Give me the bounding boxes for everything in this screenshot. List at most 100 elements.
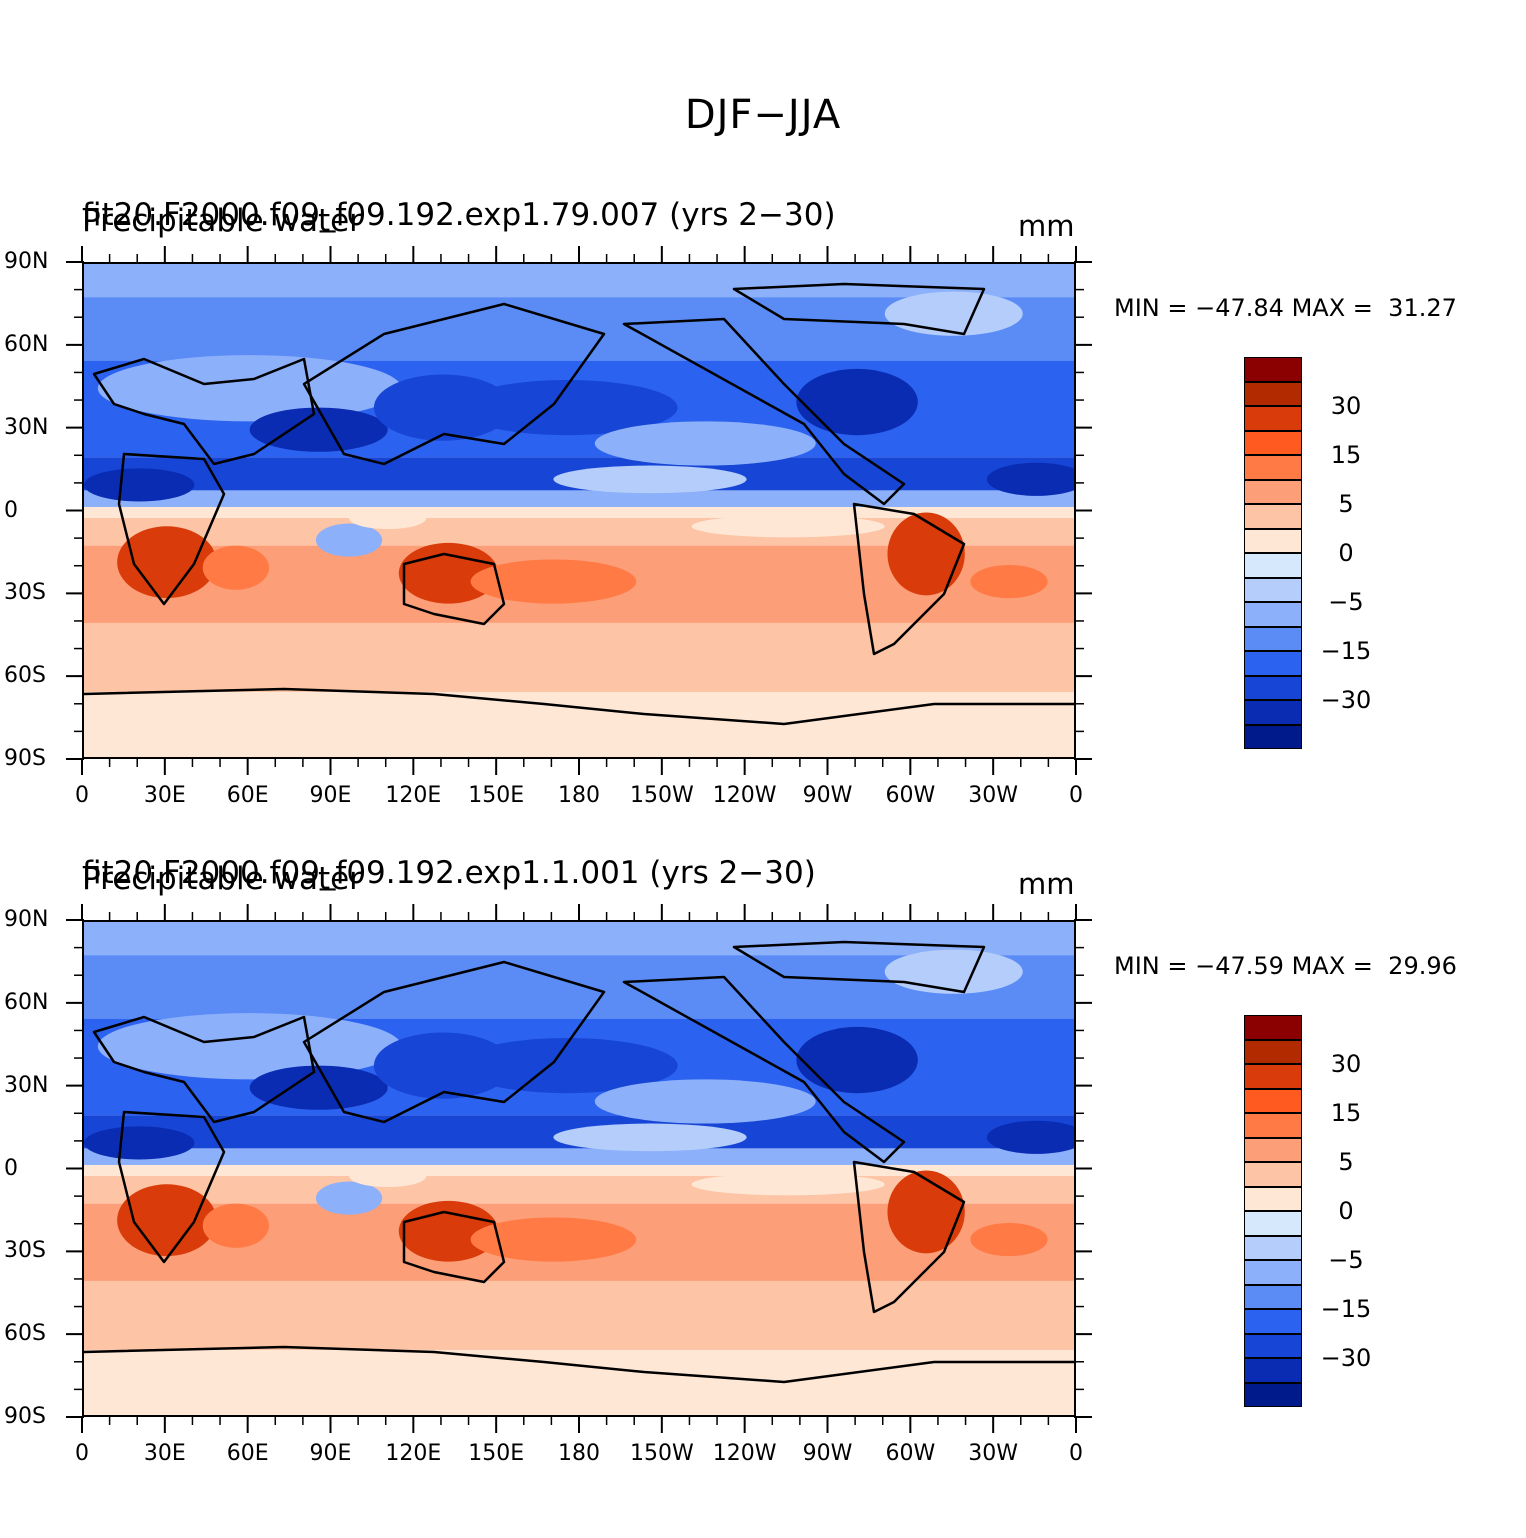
lon-tick-label: 180 xyxy=(558,1441,600,1466)
max-label: MAX = xyxy=(1291,952,1373,980)
field-blob xyxy=(456,379,678,436)
variable-name: Precipitable water xyxy=(82,203,362,239)
max-value: 31.27 xyxy=(1388,294,1457,322)
colorbar-box xyxy=(1244,577,1302,602)
colorbar-box xyxy=(1244,1211,1302,1236)
field-band xyxy=(84,922,1074,956)
field-blob xyxy=(117,1184,217,1257)
colorbar-box xyxy=(1244,1358,1302,1383)
field-blob xyxy=(202,1203,269,1248)
field-blob xyxy=(456,1037,678,1094)
field-blob xyxy=(986,1120,1074,1154)
colorbar-box xyxy=(1244,1088,1302,1113)
lon-tick-label: 120E xyxy=(385,783,442,808)
colorbar-label: 15 xyxy=(1330,441,1362,469)
lat-tick-label: 90N xyxy=(4,907,49,932)
coastline xyxy=(402,1210,506,1284)
field-blob xyxy=(887,512,965,596)
lon-tick-label: 180 xyxy=(558,783,600,808)
lat-tick-label: 0 xyxy=(4,1155,18,1181)
colorbar-label: −30 xyxy=(1320,1344,1372,1372)
colorbar-box xyxy=(1244,1309,1302,1334)
field-blob xyxy=(373,1032,512,1099)
field-blob xyxy=(84,468,195,502)
lat-tick-label: 30S xyxy=(4,580,46,606)
lon-tick-label: 30E xyxy=(143,1441,186,1466)
field-band xyxy=(84,506,1074,519)
lat-tick-label: 30N xyxy=(4,1072,49,1098)
lat-tick-label: 30N xyxy=(4,414,49,440)
field-blob xyxy=(796,1026,918,1094)
contour-map xyxy=(82,262,1076,759)
coastline xyxy=(84,687,1074,726)
field-blob xyxy=(349,1164,427,1188)
lon-tick-label: 60W xyxy=(885,1441,936,1466)
colorbar-label: −30 xyxy=(1320,686,1372,714)
colorbar-label: 30 xyxy=(1330,1050,1362,1078)
colorbar-box xyxy=(1244,675,1302,700)
lat-tick-label: 90S xyxy=(4,1404,46,1429)
min-label: MIN = xyxy=(1114,952,1188,980)
lat-tick-label: 90S xyxy=(4,746,46,771)
field-blob xyxy=(691,515,885,538)
contour-map xyxy=(82,920,1076,1417)
coastline xyxy=(402,552,506,626)
colorbar-box xyxy=(1244,724,1302,749)
colorbar-box xyxy=(1244,1064,1302,1089)
coastline xyxy=(622,317,906,506)
colorbar-box xyxy=(1244,1186,1302,1211)
units-label: mm xyxy=(1018,867,1075,901)
colorbar-label: 5 xyxy=(1338,490,1354,518)
field-blob xyxy=(84,1126,195,1160)
lon-tick-label: 30W xyxy=(968,783,1019,808)
field-blob xyxy=(470,1217,637,1262)
field-band xyxy=(84,622,1074,692)
colorbar-label: 30 xyxy=(1330,392,1362,420)
colorbar-box xyxy=(1244,1382,1302,1407)
figure-title: DJF−JJA xyxy=(684,92,842,138)
lon-tick-label: 150E xyxy=(468,783,525,808)
lon-tick-label: 30W xyxy=(968,1441,1019,1466)
colorbar-box xyxy=(1244,504,1302,529)
field-band xyxy=(84,691,1074,757)
colorbar-label: 5 xyxy=(1338,1148,1354,1176)
lat-tick-label: 90N xyxy=(4,249,49,274)
map-panel-1: fit20.F2000.f09_f09.192.exp1.79.007 (yrs… xyxy=(0,195,1526,815)
min-max-readout: MIN = −47.84 MAX = 31.27 xyxy=(1114,294,1457,322)
field-band xyxy=(84,1280,1074,1350)
field-band xyxy=(84,1349,1074,1415)
lon-tick-label: 60E xyxy=(226,783,269,808)
field-blob xyxy=(884,291,1023,336)
lon-tick-label: 120E xyxy=(385,1441,442,1466)
min-value: −47.84 xyxy=(1195,294,1284,322)
variable-name: Precipitable water xyxy=(82,861,362,897)
colorbar-box xyxy=(1244,381,1302,406)
colorbar-box xyxy=(1244,528,1302,553)
field-blob xyxy=(594,421,816,466)
field-blob xyxy=(373,374,512,441)
field-blob xyxy=(970,1222,1048,1257)
colorbar-box xyxy=(1244,357,1302,382)
min-max-readout: MIN = −47.59 MAX = 29.96 xyxy=(1114,952,1457,980)
colorbar-box xyxy=(1244,700,1302,725)
lon-tick-label: 90W xyxy=(802,783,853,808)
lon-tick-label: 30E xyxy=(143,783,186,808)
field-blob xyxy=(796,368,918,436)
colorbar-box xyxy=(1244,455,1302,480)
lon-tick-label: 0 xyxy=(75,1441,89,1466)
coastline xyxy=(84,1345,1074,1384)
coastline xyxy=(622,975,906,1164)
max-label: MAX = xyxy=(1291,294,1373,322)
lat-tick-label: 60S xyxy=(4,663,46,689)
lon-tick-label: 150W xyxy=(629,783,694,808)
field-blob xyxy=(315,1181,383,1215)
colorbar-box xyxy=(1244,1015,1302,1040)
colorbar-box xyxy=(1244,553,1302,578)
lon-tick-label: 0 xyxy=(75,783,89,808)
field-blob xyxy=(349,506,427,530)
colorbar-label: −5 xyxy=(1328,588,1364,616)
colorbar-box xyxy=(1244,1235,1302,1260)
field-band xyxy=(84,1148,1074,1165)
colorbar-box xyxy=(1244,1039,1302,1064)
lon-tick-label: 60W xyxy=(885,783,936,808)
